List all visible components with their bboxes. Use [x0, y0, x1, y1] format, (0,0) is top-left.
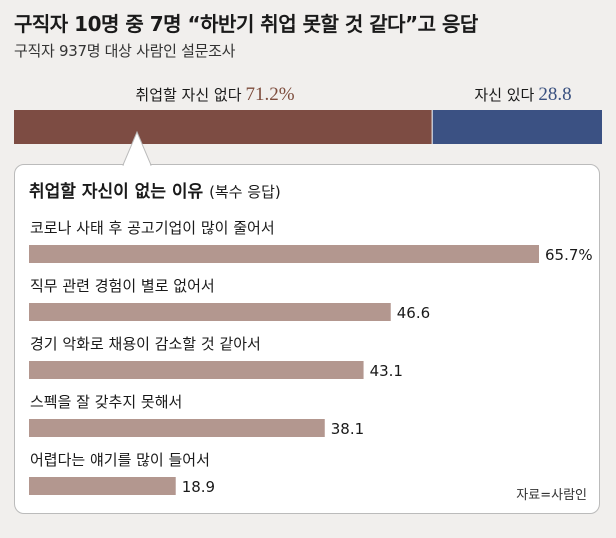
reason-bar	[29, 361, 364, 379]
no-confidence-label: 취업할 자신 없다 71.2%	[0, 84, 430, 106]
reason-value: 43.1	[370, 362, 403, 380]
reason-value: 65.7%	[545, 246, 593, 264]
reasons-title-text: 취업할 자신이 없는 이유	[29, 182, 204, 202]
chart-title: 구직자 10명 중 7명 “하반기 취업 못할 것 같다”고 응답	[14, 12, 478, 36]
reason-label: 스펙을 잘 갖추지 못해서	[30, 393, 182, 411]
reasons-panel: 취업할 자신이 없는 이유 (복수 응답) 코로나 사태 후 공고기업이 많이 …	[14, 164, 600, 514]
reasons-title: 취업할 자신이 없는 이유 (복수 응답)	[29, 177, 281, 202]
no-confidence-value: 71.2%	[245, 84, 295, 105]
reason-label: 코로나 사태 후 공고기업이 많이 줄어서	[30, 219, 275, 237]
reason-label: 직무 관련 경험이 별로 없어서	[30, 277, 215, 295]
reason-bar	[29, 303, 391, 321]
reason-bar	[29, 477, 176, 495]
no-confidence-name: 취업할 자신 없다	[135, 86, 242, 104]
split-bar-confident	[432, 110, 602, 144]
reasons-bar-chart: 코로나 사태 후 공고기업이 많이 줄어서 65.7% 직무 관련 경험이 별로 없…	[29, 219, 593, 496]
confident-value: 28.8	[538, 84, 572, 105]
reason-label: 경기 악화로 채용이 감소할 것 같아서	[30, 335, 261, 353]
reason-value: 46.6	[397, 304, 430, 322]
chart-subtitle: 구직자 937명 대상 사람인 설문조사	[14, 42, 236, 60]
reason-value: 38.1	[331, 420, 364, 438]
reason-bar	[29, 419, 325, 437]
confident-name: 자신 있다	[474, 86, 535, 104]
reasons-title-note: (복수 응답)	[209, 183, 281, 201]
reason-label: 어렵다는 얘기를 많이 들어서	[30, 451, 210, 469]
split-bar-no-confidence	[14, 110, 433, 144]
confident-label: 자신 있다 28.8	[430, 84, 616, 106]
reason-bar	[29, 245, 539, 263]
source-credit: 자료=사람인	[516, 488, 587, 503]
split-bar-chart	[14, 110, 602, 144]
reason-value: 18.9	[182, 478, 215, 496]
